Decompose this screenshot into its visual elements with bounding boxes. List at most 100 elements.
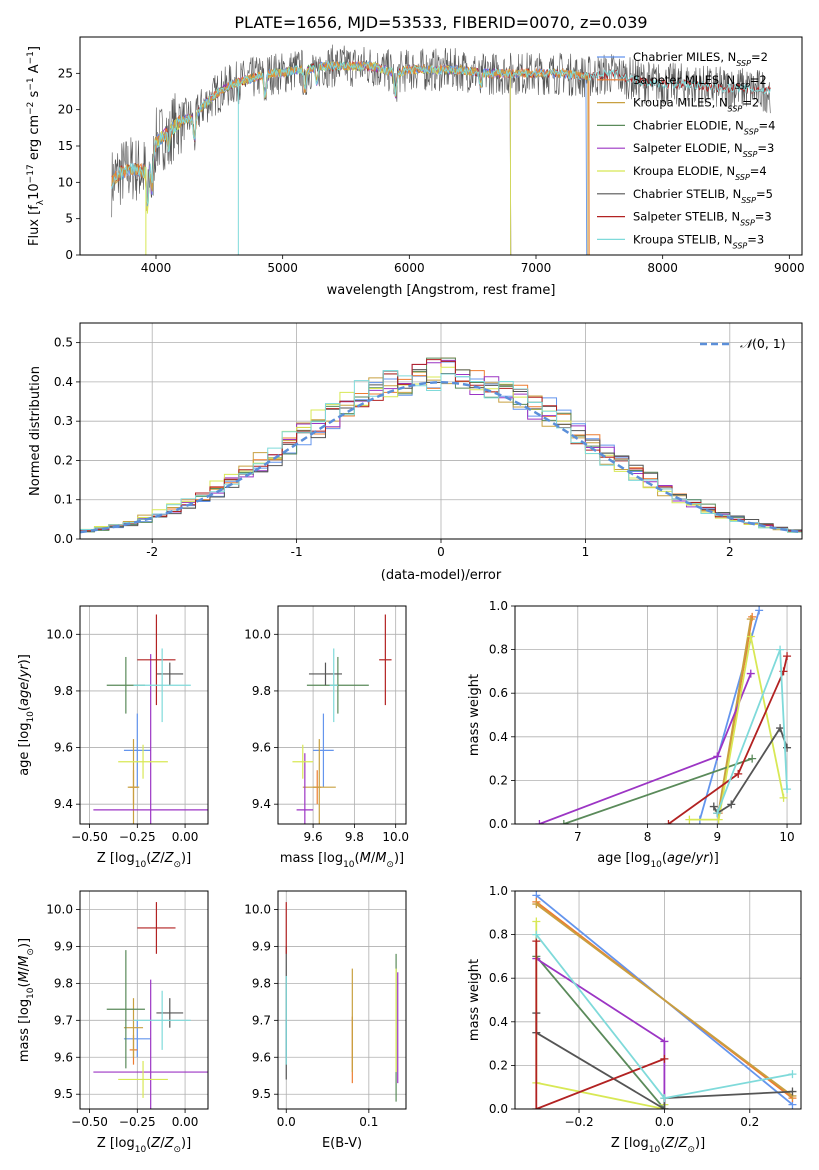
y-tick-label: 0.4: [54, 375, 73, 389]
error-bar: [133, 990, 191, 1050]
spectrum-line: [111, 60, 771, 205]
y-tick-label: 9.4: [54, 797, 73, 811]
residuals-panel: -2 -1 0 1 2 0.0 0.1 0.2 0.3 0.4 0.5 (data-model)/er…: [28, 322, 803, 583]
spectrum-legend: Chabrier MILES, NSSP=2 Salpeter MILES, NS…: [597, 50, 775, 250]
legend-label: Kroupa MILES, NSSP=2: [633, 96, 759, 114]
legend-sub: SSP: [735, 173, 750, 182]
legend-label: Salpeter MILES, NSSP=2: [633, 73, 767, 91]
y-tick-label: 9.8: [252, 684, 271, 698]
x-tick-label: -2: [146, 545, 158, 559]
error-bar: [302, 739, 336, 824]
x-tick-label: −0.2: [564, 1115, 593, 1129]
legend-label: Chabrier STELIB, NSSP=5: [633, 187, 773, 205]
weight-lines: [535, 606, 792, 824]
label-sub: ⊙: [687, 1145, 695, 1155]
weight-line: [535, 903, 794, 1097]
x-tick-label: 0.1: [359, 1115, 378, 1129]
ebv-mass-panel: 0.0 0.1 9.5 9.6 9.7 9.8 9.9 10.0 E(B-V): [244, 890, 407, 1151]
weight-marker: [748, 754, 757, 763]
weight-marker: [746, 615, 755, 624]
error-bar: [133, 648, 191, 723]
legend-sub: SSP: [735, 81, 750, 90]
y-label-sup: −1: [26, 51, 36, 64]
x-axis-label: wavelength [Angstrom, rest frame]: [327, 283, 556, 298]
legend-label: 𝒩(0, 1): [740, 336, 786, 351]
x-tick-label: 9: [713, 830, 721, 844]
error-bar: [127, 739, 140, 824]
label-italic: yr: [695, 851, 711, 866]
axes-frame: [514, 890, 802, 1110]
weight-marker: [660, 1037, 669, 1046]
label-italic: Z: [678, 1136, 689, 1151]
y-label-sup: −17: [26, 164, 36, 183]
x-tick-label: −0.50: [71, 1115, 108, 1129]
x-tick-label: 0.00: [172, 830, 199, 844]
x-tick-label: 0.2: [740, 1115, 759, 1129]
age-weight-panel: 7 8 9 10 0.0 0.2 0.4 0.6 0.8 1.0 age [log10(age/yr…: [467, 599, 802, 870]
y-label-sup: −2: [26, 102, 36, 115]
y-tick-label: 0.8: [489, 643, 508, 657]
spectrum-line: [142, 60, 512, 255]
weight-line: [535, 941, 665, 1109]
x-tick-label: 7: [574, 830, 582, 844]
y-tick-label: 0.1: [54, 493, 73, 507]
y-tick-label: 15: [58, 139, 73, 153]
x-axis-label: E(B-V): [322, 1136, 362, 1151]
error-bar: [329, 648, 338, 723]
x-tick-label: 9.8: [345, 830, 364, 844]
error-bar: [379, 614, 392, 706]
weight-line: [667, 655, 788, 824]
y-axis-label: Flux [fλ10−17 erg cm−2 s−1 A−1]: [26, 46, 46, 246]
weight-marker: [746, 669, 755, 678]
y-label-sub: λ: [36, 199, 46, 205]
label-sub: ⊙: [173, 860, 181, 870]
y-tick-label: 9.4: [252, 797, 271, 811]
label-sub: ⊙: [173, 1145, 181, 1155]
spectrum-line: [111, 60, 590, 255]
error-bar: [156, 998, 184, 1028]
y-axis-label: mass weight: [467, 674, 482, 756]
legend-label: Kroupa STELIB, NSSP=3: [633, 232, 764, 250]
weight-marker: [714, 815, 723, 824]
x-tick-label: −0.25: [119, 1115, 156, 1129]
weight-line: [563, 757, 753, 824]
y-tick-label: 0.5: [54, 336, 73, 350]
label-italic: Z: [664, 1136, 675, 1151]
y-tick-label: 10.0: [46, 627, 73, 641]
y-label-sup: −1: [26, 77, 36, 90]
label-sub: 10: [26, 987, 36, 999]
x-axis-label: mass [log10(M/M⊙)]: [280, 851, 404, 870]
weight-marker: [664, 820, 673, 824]
label-italic: age: [667, 851, 691, 866]
weight-marker: [559, 820, 568, 824]
y-tick-label: 0.8: [489, 928, 508, 942]
x-tick-label: 10: [779, 830, 794, 844]
weight-marker: [713, 809, 722, 818]
y-tick-label: 9.6: [54, 1050, 73, 1064]
y-tick-label: 9.6: [54, 741, 73, 755]
legend-args: (0, 1): [752, 336, 786, 351]
y-tick-label: 10: [58, 175, 73, 189]
weight-marker: [746, 632, 755, 641]
legend-label: Chabrier ELODIE, NSSP=4: [633, 118, 775, 136]
x-tick-label: 10.0: [382, 830, 409, 844]
error-bar: [123, 998, 144, 1058]
y-tick-label: 1.0: [489, 884, 508, 898]
legend-sub: SSP: [743, 150, 758, 159]
x-tick-label: 0: [437, 545, 445, 559]
y-tick-label: 0.0: [489, 1102, 508, 1116]
y-tick-label: 9.9: [252, 939, 271, 953]
x-tick-label: 8: [644, 830, 652, 844]
label-sub: 10: [343, 860, 355, 870]
weight-marker: [709, 802, 718, 811]
y-tick-label: 9.5: [54, 1087, 73, 1101]
axes-frame: [79, 890, 209, 1110]
error-bar: [137, 902, 176, 954]
x-tick-label: −0.25: [119, 830, 156, 844]
y-tick-label: 9.8: [252, 976, 271, 990]
y-tick-label: 10.0: [46, 902, 73, 916]
x-tick-label: 0.00: [172, 1115, 199, 1129]
x-axis-label: Z [log10(Z/Z⊙)]: [97, 851, 191, 870]
z-mass-panel: −0.50 −0.25 0.00 9.5 9.6 9.7 9.8 9.9 10.0 Z [log1…: [17, 890, 209, 1155]
error-bars: [93, 902, 208, 1109]
